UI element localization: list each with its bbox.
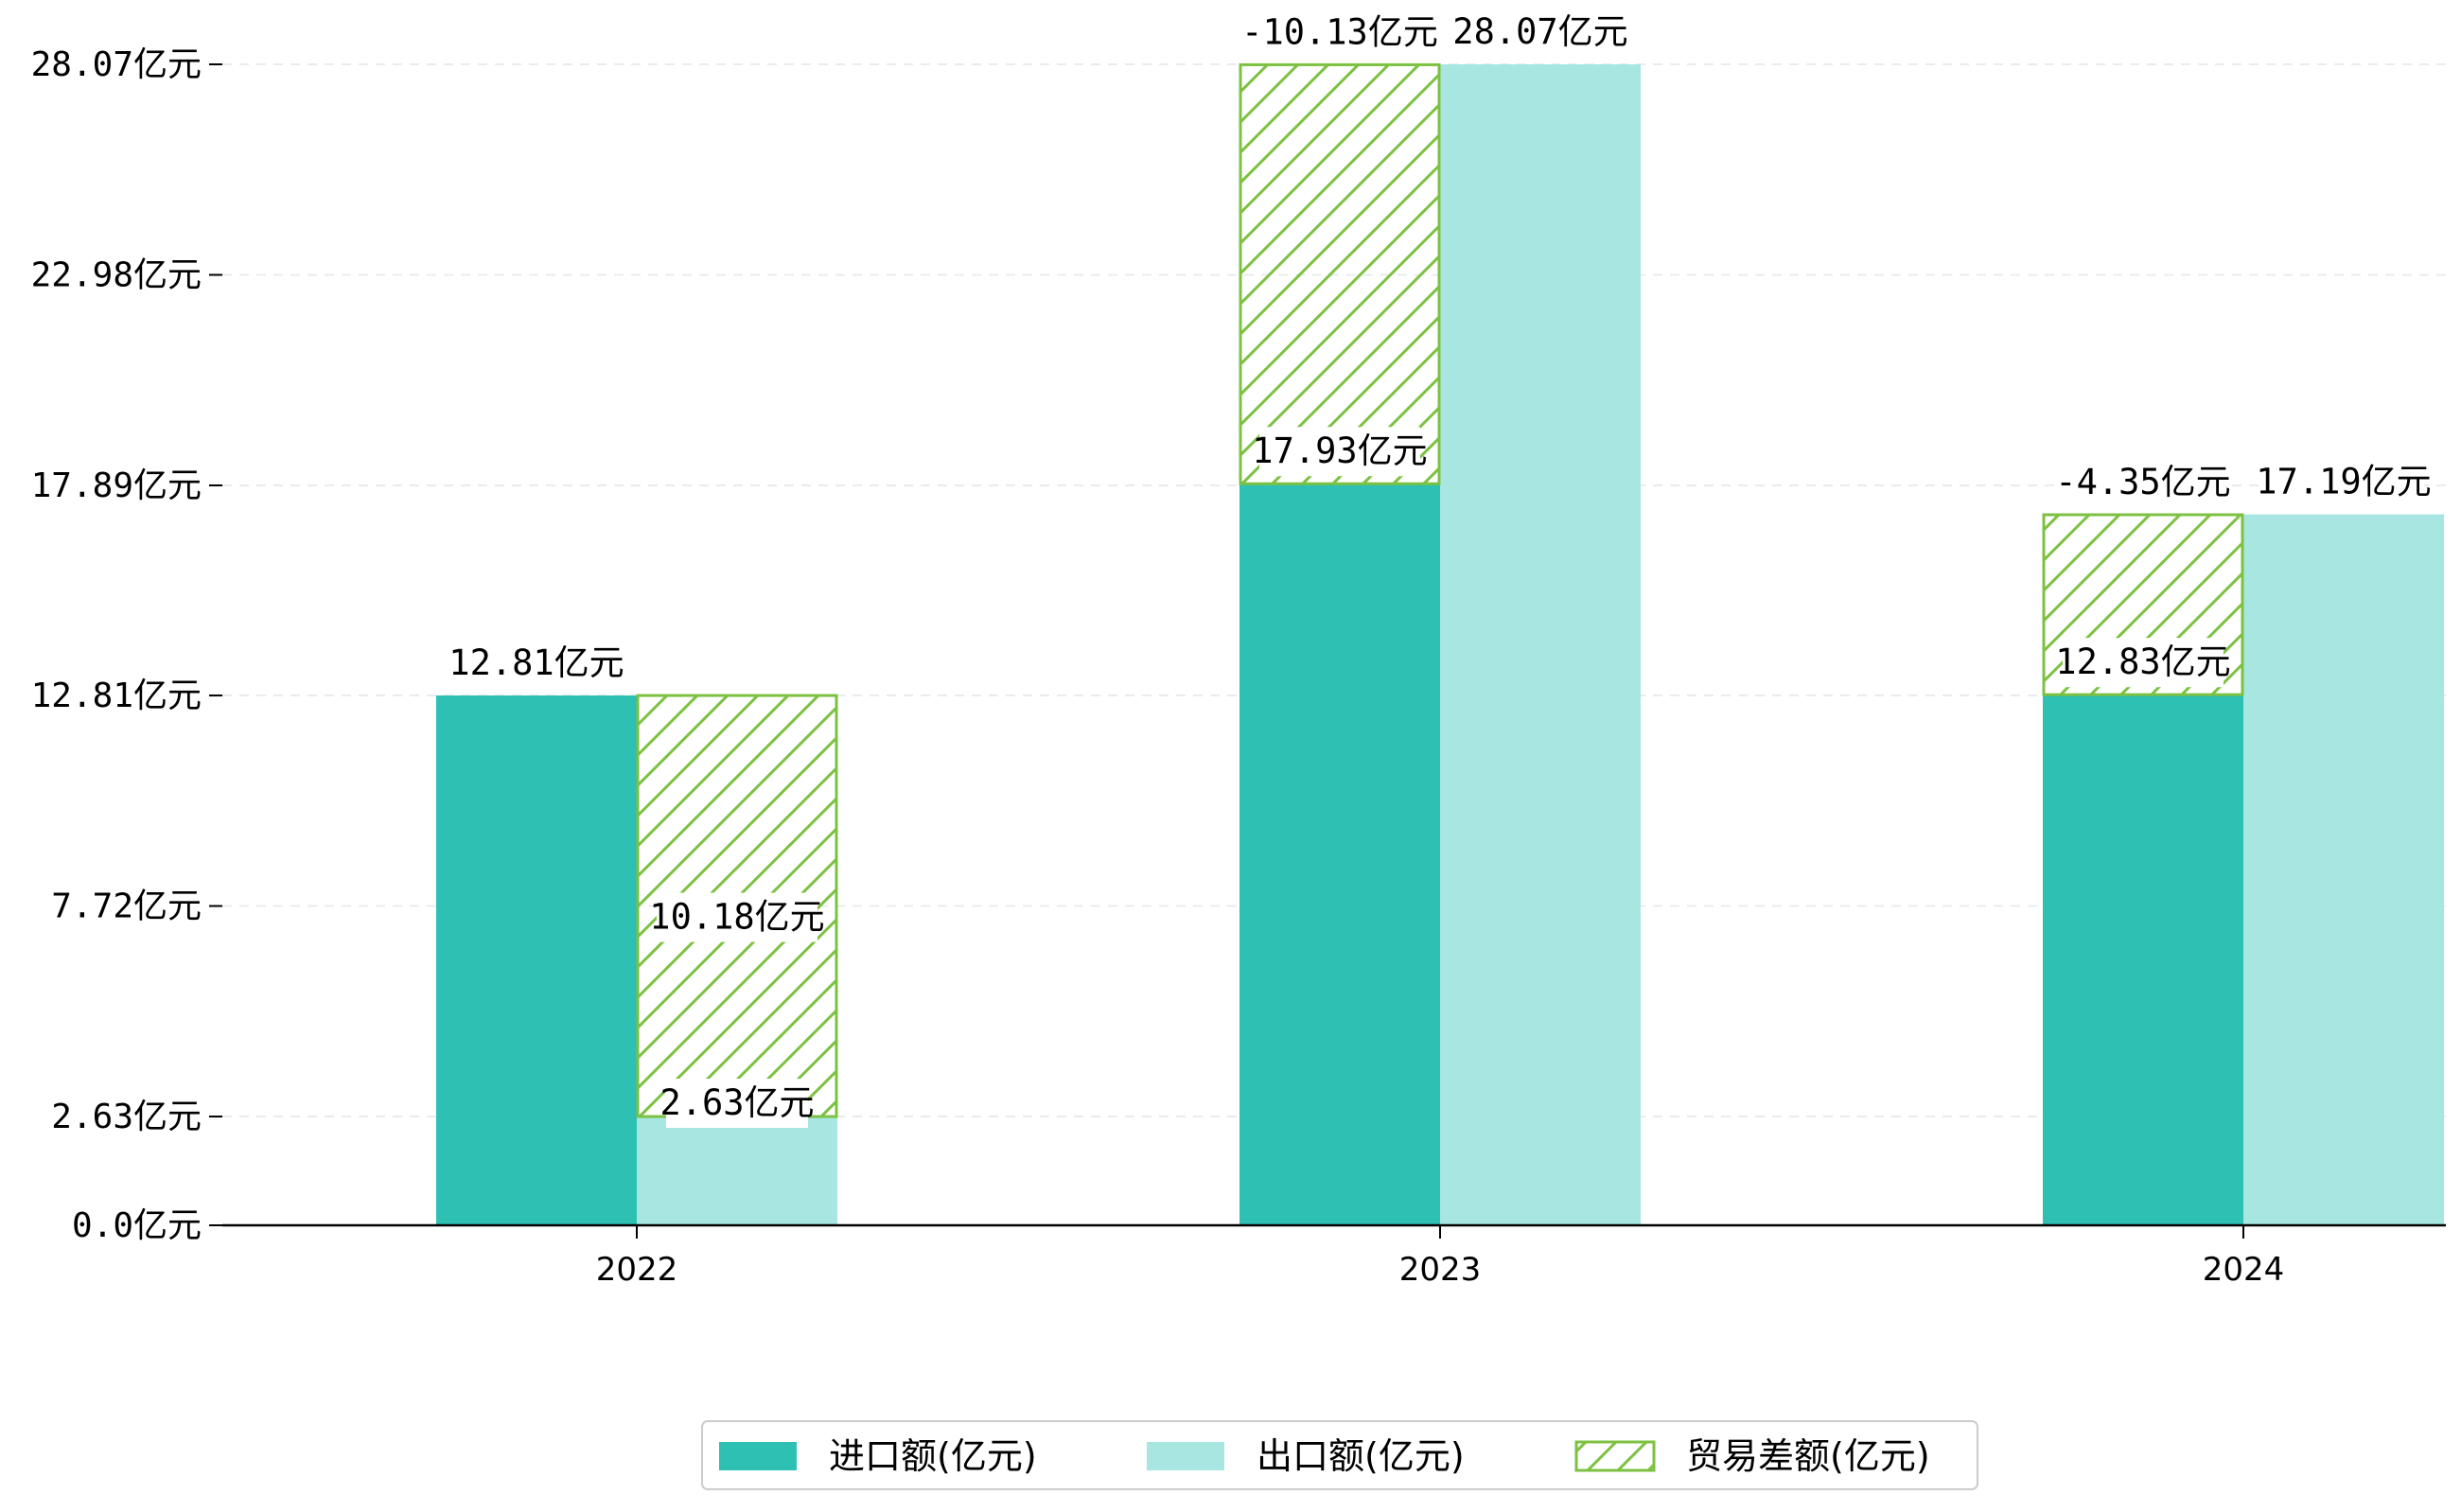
- import-value-label-bg: [1259, 427, 1420, 477]
- y-tick-label: 0.0亿元: [72, 1206, 202, 1245]
- balance-value-label: -10.13亿元: [1241, 11, 1438, 52]
- x-tick-label: 2023: [1399, 1251, 1482, 1289]
- legend-swatch: [719, 1442, 797, 1470]
- y-tick-label: 2.63亿元: [51, 1098, 202, 1136]
- balance-value-label: 10.18亿元: [649, 897, 824, 938]
- import-value-label: 12.83亿元: [2055, 642, 2230, 682]
- export-bar: [637, 1116, 837, 1225]
- y-tick-label: 22.98亿元: [31, 255, 202, 294]
- legend-swatch: [1574, 1440, 1656, 1472]
- export-value-label-bg: [666, 1079, 808, 1129]
- export-bar: [2243, 514, 2444, 1225]
- export-value-label: 28.07亿元: [1452, 11, 1627, 52]
- y-tick-label: 28.07亿元: [31, 45, 202, 84]
- export-value-label-bg: [1460, 8, 1621, 57]
- export-value-label: 2.63亿元: [659, 1082, 814, 1123]
- import-value-label: 12.81亿元: [448, 642, 624, 683]
- import-value-label-bg: [456, 639, 617, 689]
- axes: 0.0亿元 2.63亿元 7.72亿元 12.81亿元 17.89亿元 22.98亿元 28…: [31, 45, 2446, 1289]
- bars: [436, 62, 2444, 1225]
- y-tick-label: 17.89亿元: [31, 466, 202, 505]
- import-value-label-bg: [2063, 638, 2224, 688]
- trade-balance-bar: [1239, 62, 1441, 485]
- export-value-label: 17.19亿元: [2256, 462, 2431, 502]
- legend: 进口额(亿元) 出口额(亿元) 贸易差额(亿元): [701, 1420, 1978, 1490]
- x-tick-label: 2022: [596, 1251, 678, 1289]
- x-tick-label: 2024: [2203, 1251, 2285, 1289]
- export-value-label-bg: [2263, 457, 2424, 507]
- data-labels: 12.81亿元 2.63亿元 10.18亿元 17.93亿元 28.07亿元 -10.13…: [448, 8, 2432, 1129]
- balance-value-label: -4.35亿元: [2055, 462, 2230, 502]
- y-tick-label: 7.72亿元: [51, 888, 202, 926]
- import-value-label: 17.93亿元: [1252, 431, 1427, 471]
- legend-box: [701, 1420, 1978, 1490]
- legend-label: 贸易差额(亿元): [1686, 1435, 1930, 1477]
- balance-value-label-bg: [1250, 8, 1430, 58]
- legend-swatch: [1147, 1442, 1224, 1470]
- balance-value-label-bg: [657, 892, 817, 942]
- legend-label: 进口额(亿元): [829, 1435, 1037, 1477]
- y-tick-label: 12.81亿元: [31, 677, 202, 715]
- balance-value-label-bg: [2063, 458, 2224, 508]
- import-bar: [436, 695, 637, 1225]
- export-bar: [1440, 64, 1641, 1225]
- import-bar: [1239, 483, 1440, 1225]
- import-bar: [2043, 694, 2243, 1225]
- legend-label: 出口额(亿元): [1257, 1435, 1465, 1477]
